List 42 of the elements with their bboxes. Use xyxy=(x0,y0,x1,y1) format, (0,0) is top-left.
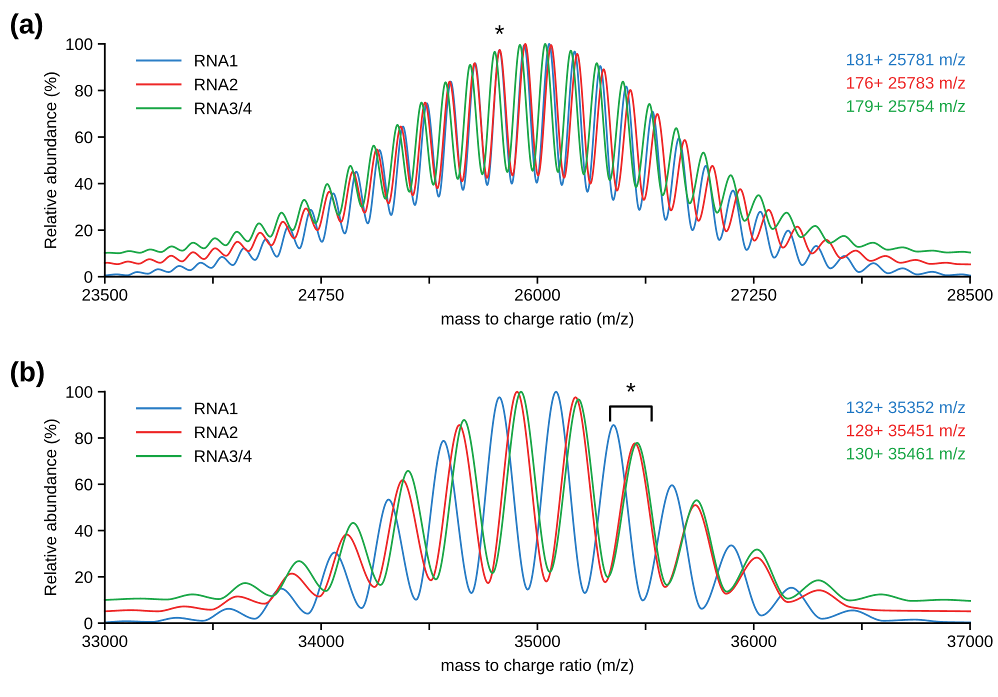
x-tick-label: 36000 xyxy=(731,635,776,648)
y-tick-label: 60 xyxy=(75,131,92,144)
y-axis-title: Relative abundance (%) xyxy=(44,72,60,248)
y-tick-label: 0 xyxy=(84,271,92,283)
x-tick-label: 33000 xyxy=(82,635,128,648)
legend-label: RNA1 xyxy=(195,402,238,414)
annotation: * xyxy=(626,382,636,392)
y-tick-label: 100 xyxy=(66,38,92,50)
annotation: 181+ 25781 m/z xyxy=(847,53,965,66)
annotation: 179+ 25754 m/z xyxy=(847,100,965,112)
legend-label: RNA1 xyxy=(195,54,238,66)
x-tick-label: 27250 xyxy=(731,288,776,301)
chart-title: (b) xyxy=(10,361,44,388)
y-tick-label: 0 xyxy=(84,618,92,630)
y-tick-label: 60 xyxy=(75,478,92,490)
annotation: 130+ 35461 m/z xyxy=(847,447,965,460)
y-tick-label: 40 xyxy=(74,524,92,537)
annotation: * xyxy=(495,25,504,34)
y-tick-label: 80 xyxy=(75,432,92,444)
annotation: 132+ 35352 m/z xyxy=(847,400,965,414)
y-tick-label: 20 xyxy=(75,571,92,584)
x-axis-title: mass to charge ratio (m/z) xyxy=(442,658,634,674)
y-tick-label: 40 xyxy=(74,178,92,190)
legend-label: RNA2 xyxy=(195,426,238,438)
chart-title: (a) xyxy=(10,13,42,40)
annotation: 176+ 25783 m/z xyxy=(847,76,965,89)
x-tick-label: 28500 xyxy=(948,288,993,301)
x-tick-label: 23500 xyxy=(82,288,128,301)
y-tick-label: 80 xyxy=(75,84,92,97)
legend-label: RNA3/4 xyxy=(195,102,252,114)
legend-label: RNA2 xyxy=(195,78,238,90)
annotation: 128+ 35451 m/z xyxy=(847,424,965,436)
x-tick-label: 37000 xyxy=(948,635,993,648)
x-axis-title: mass to charge ratio (m/z) xyxy=(442,312,634,328)
y-axis-title: Relative abundance (%) xyxy=(44,420,60,595)
x-tick-label: 26000 xyxy=(515,288,560,301)
x-tick-label: 24750 xyxy=(298,288,344,301)
legend-label: RNA3/4 xyxy=(195,450,252,462)
x-tick-label: 34000 xyxy=(298,635,344,648)
y-tick-label: 20 xyxy=(75,224,92,236)
x-tick-label: 35000 xyxy=(514,635,560,648)
y-tick-label: 100 xyxy=(66,386,92,398)
